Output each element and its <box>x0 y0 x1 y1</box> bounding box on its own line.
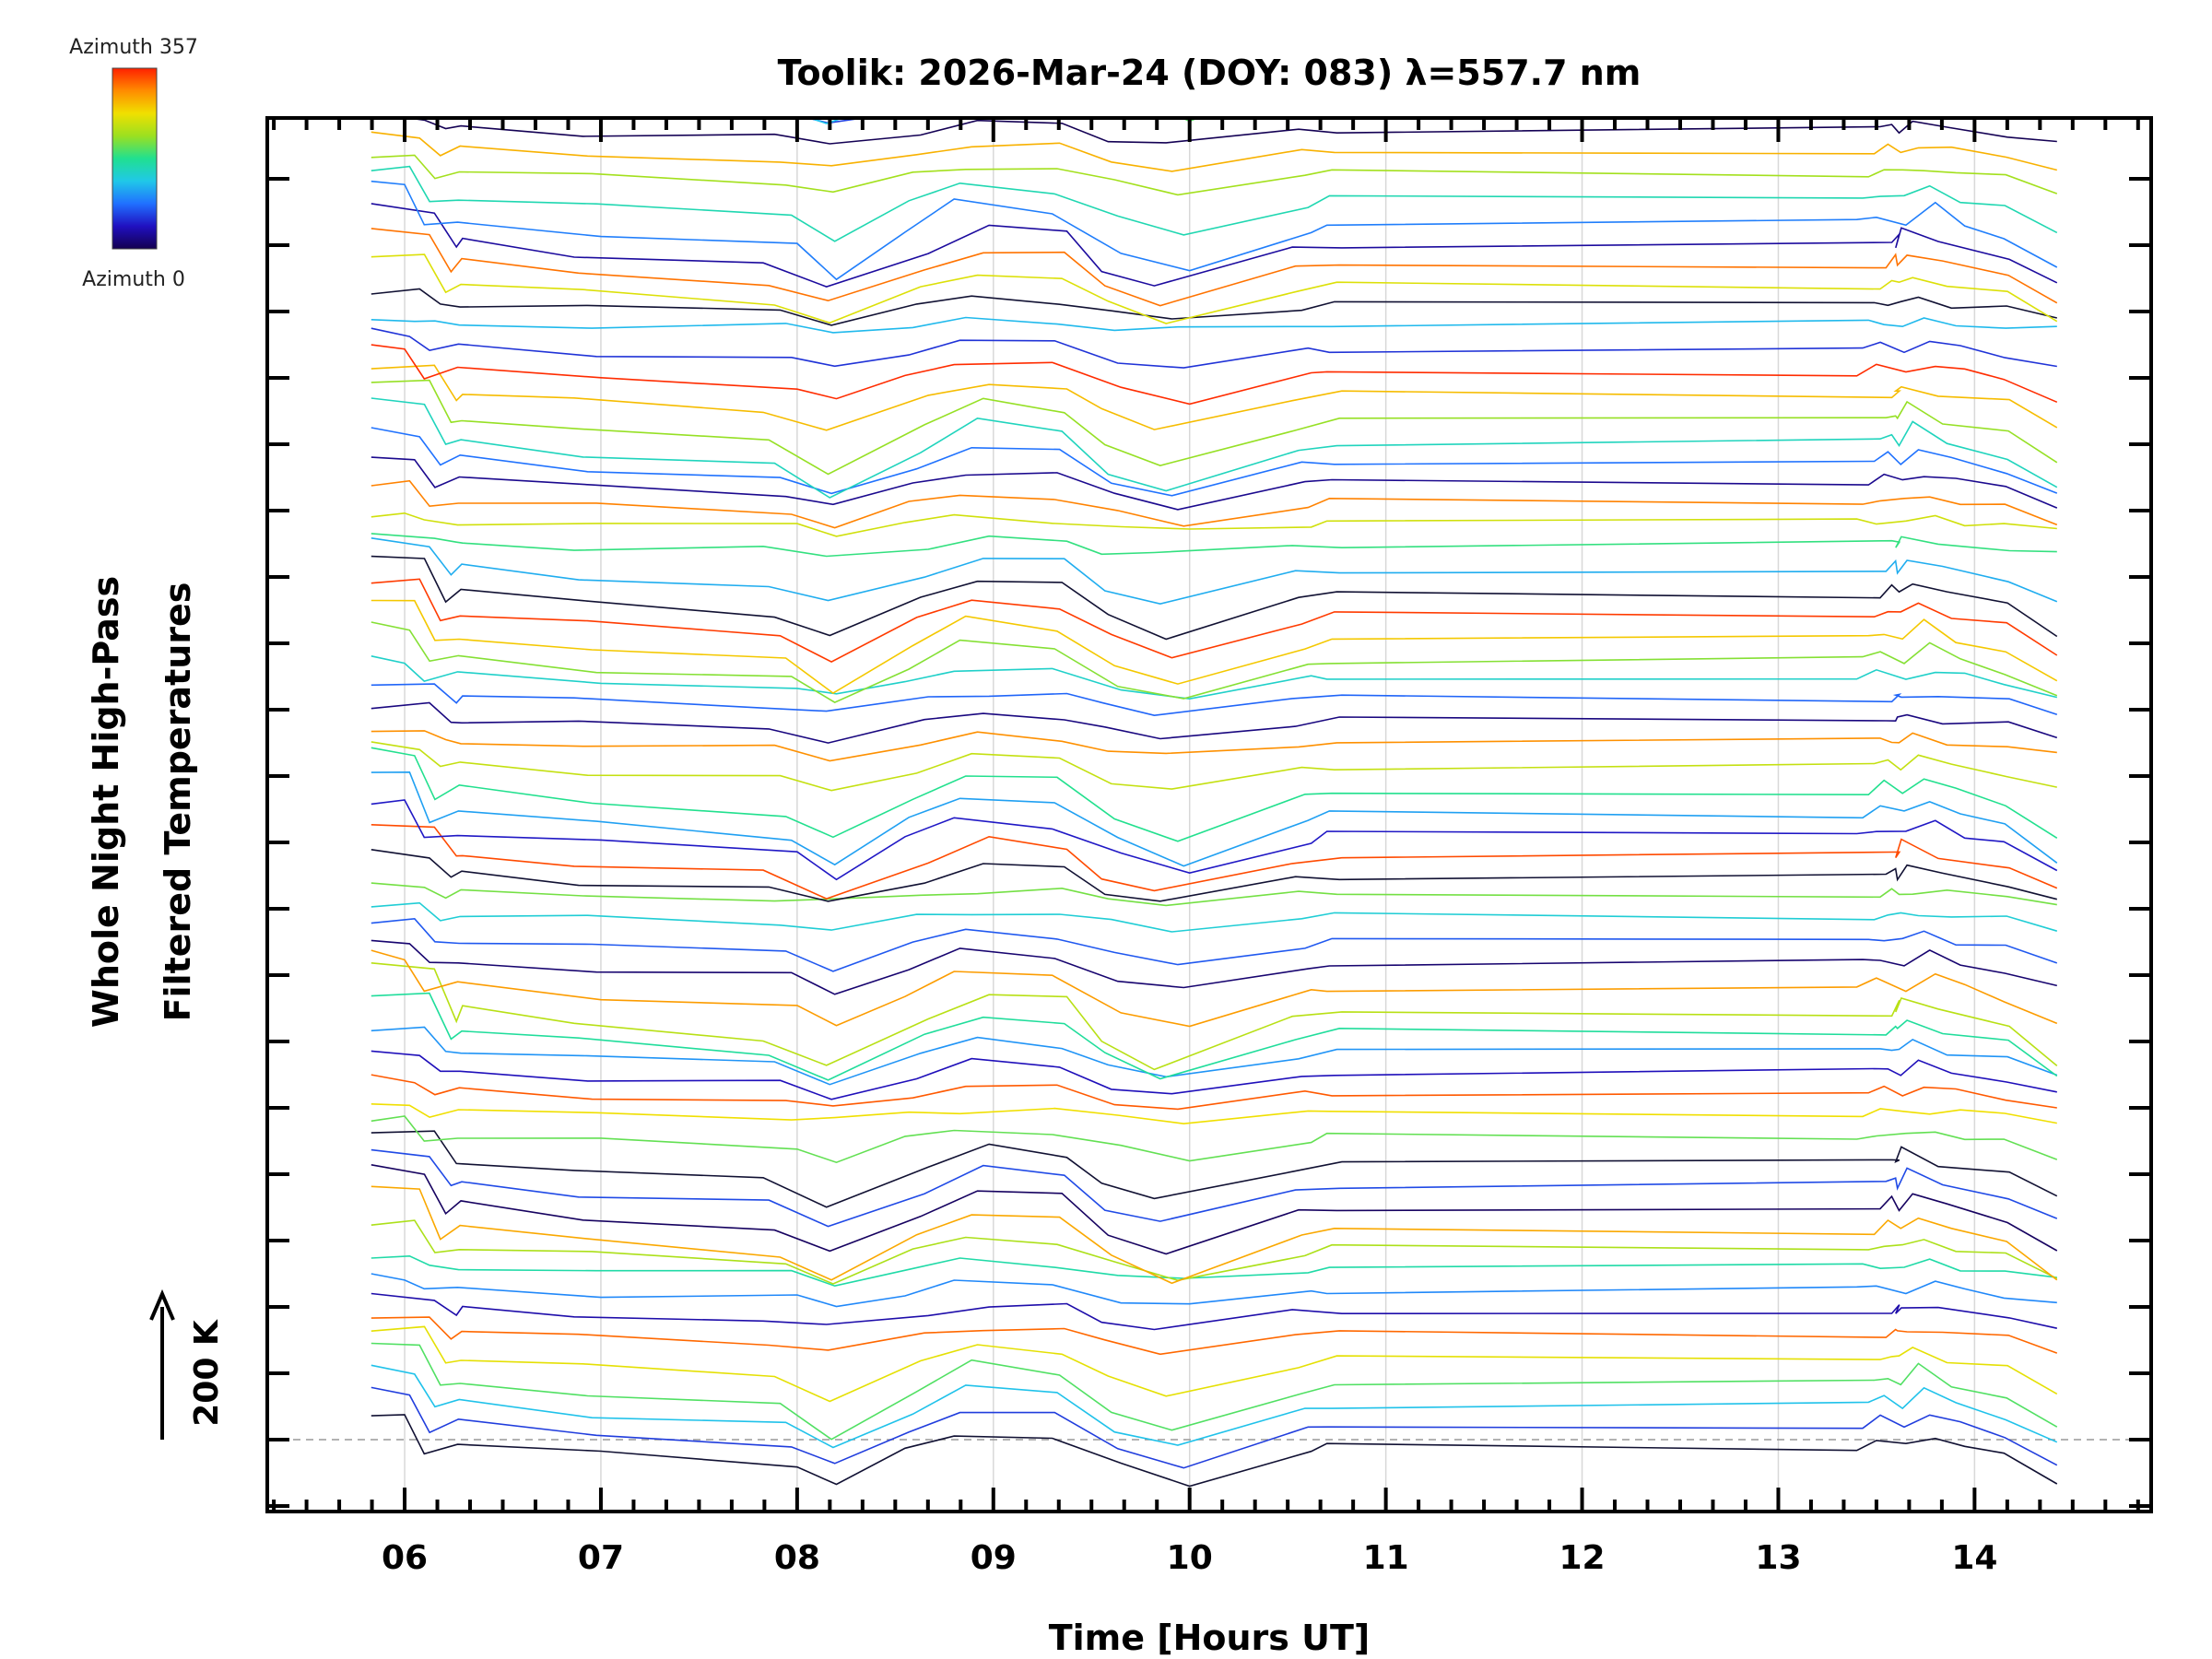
series-line <box>371 1026 2058 1086</box>
series-line <box>371 901 2058 933</box>
series-line <box>371 1273 2057 1308</box>
series-line <box>371 253 2058 324</box>
x-tick-label: 08 <box>774 1539 820 1577</box>
series-line <box>371 288 2057 326</box>
series-line <box>371 1185 2058 1285</box>
series-line <box>371 456 2058 511</box>
series-line <box>371 771 2058 867</box>
x-tick-label: 10 <box>1167 1539 1213 1577</box>
series-line <box>371 1316 2058 1356</box>
colorbar-legend: Azimuth 357 Azimuth 0 <box>69 36 198 291</box>
series-line <box>371 537 2058 606</box>
series-line <box>371 949 2058 1028</box>
series-line <box>371 578 2058 663</box>
y-axis-label-line1: Whole Night High-Pass <box>86 576 126 1028</box>
series-line <box>371 701 2058 744</box>
y-axis-label-line2: Filtered Temperatures <box>158 582 198 1022</box>
series-line <box>371 917 2058 972</box>
series-line <box>371 962 2058 1071</box>
series-line <box>371 344 2058 406</box>
scale-bar-arrowhead-icon <box>149 1288 175 1321</box>
series-line <box>371 316 2057 334</box>
series-line <box>371 180 2058 281</box>
series-line <box>371 364 2058 431</box>
colorbar-top-label: Azimuth 357 <box>69 36 198 59</box>
series-line <box>371 1130 2058 1208</box>
series-line <box>371 683 2058 717</box>
colorbar-gradient <box>112 67 158 250</box>
series-line <box>371 131 2057 172</box>
series-line <box>371 621 2058 704</box>
series-line <box>371 939 2057 995</box>
series-line <box>371 0 2057 48</box>
series-line <box>371 379 2058 476</box>
series-line <box>371 165 2058 242</box>
x-tick-label: 11 <box>1363 1539 1409 1577</box>
colorbar-bottom-label: Azimuth 0 <box>82 268 185 291</box>
series-line <box>371 730 2057 762</box>
series-line <box>371 799 2058 881</box>
series-line <box>371 1325 2058 1403</box>
series-line <box>371 512 2057 537</box>
series-line <box>371 882 2057 907</box>
axis-ticks <box>267 118 2151 1512</box>
x-tick-label: 06 <box>382 1539 428 1577</box>
series-line <box>371 1414 2058 1488</box>
x-tick-label: 13 <box>1755 1539 1801 1577</box>
series-line <box>371 154 2058 196</box>
series-line <box>371 1342 2058 1441</box>
x-tick-label: 07 <box>578 1539 624 1577</box>
chart-title: Toolik: 2026-Mar-24 (DOY: 083) λ=557.7 n… <box>778 53 1641 93</box>
series-line <box>371 1364 2058 1449</box>
series-line <box>371 427 2058 497</box>
series-line <box>371 599 2058 695</box>
scale-bar-label: 200 K <box>188 1319 226 1427</box>
series-group <box>371 0 2058 1488</box>
x-tick-label: 14 <box>1951 1539 1997 1577</box>
series-line <box>371 1050 2057 1100</box>
scale-bar: 200 K <box>149 1288 226 1440</box>
series-line <box>371 1164 2058 1255</box>
series-line <box>371 479 2058 529</box>
y-axis-label: Whole Night High-Pass <box>86 576 126 1028</box>
series-line <box>371 1115 2058 1164</box>
x-tick-labels: 06 07 08 09 10 11 12 13 14 <box>382 1539 1997 1577</box>
series-line <box>371 0 2057 3</box>
series-line <box>371 1103 2057 1125</box>
series-line <box>371 1386 2058 1469</box>
series-line <box>371 555 2058 641</box>
series-line <box>371 1074 2057 1111</box>
series-line <box>371 1148 2058 1228</box>
series-line <box>371 533 2057 558</box>
series-line <box>371 1219 2058 1285</box>
series-line <box>371 849 2057 902</box>
x-axis-label: Time [Hours UT] <box>1049 1618 1371 1658</box>
series-line <box>371 992 2058 1081</box>
series-line <box>371 397 2058 499</box>
series-line <box>371 327 2057 369</box>
series-line <box>371 741 2057 792</box>
series-line <box>371 747 2058 842</box>
x-tick-label: 09 <box>971 1539 1017 1577</box>
plot-frame <box>265 116 2153 1513</box>
series-line <box>371 1254 2057 1288</box>
series-line <box>371 824 2058 900</box>
y-axis-label-2: Filtered Temperatures <box>158 582 198 1022</box>
x-tick-label: 12 <box>1559 1539 1605 1577</box>
series-line <box>371 655 2057 700</box>
series-line <box>371 228 2058 307</box>
series-line <box>371 1292 2057 1331</box>
series-line <box>371 203 2058 288</box>
